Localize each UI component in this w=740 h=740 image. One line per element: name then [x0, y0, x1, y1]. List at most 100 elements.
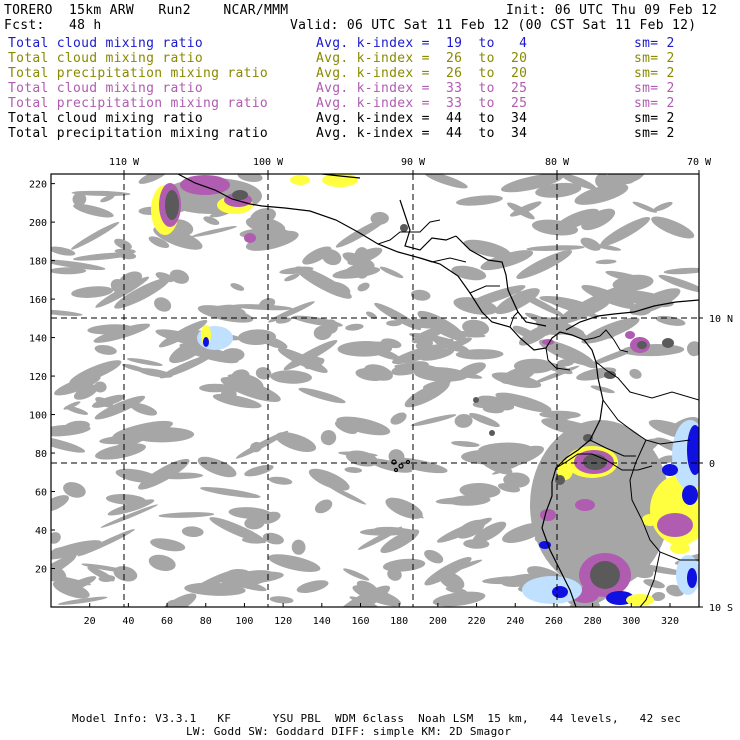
model-info: Model Info: V3.3.1 KF YSU PBL WDM 6class…	[72, 712, 682, 725]
lon-label: 100 W	[253, 157, 284, 168]
cloud-patch	[51, 554, 77, 584]
cloud-patch	[415, 339, 434, 350]
cloud-patch	[51, 436, 86, 453]
cloud-patch	[463, 539, 490, 549]
cloud-patch	[241, 537, 266, 544]
legend-kindex: Avg. k-index = 44 to 34	[316, 126, 528, 141]
cloud-patch	[245, 230, 299, 251]
cloud-patch	[459, 482, 501, 499]
cloud-patch	[643, 579, 665, 589]
legend-smoothing: sm= 2	[634, 96, 675, 111]
cloud-patch	[464, 285, 526, 308]
x-tick-label: 100	[235, 616, 253, 627]
x-tick-label: 260	[545, 616, 563, 627]
cloud-patch	[370, 211, 389, 225]
cloud-patch	[197, 456, 237, 478]
cloud-patch	[574, 356, 597, 369]
y-tick-label: 160	[29, 295, 47, 306]
cloud-patch	[653, 201, 673, 212]
cloud-patch	[100, 504, 158, 528]
cloud-patch	[51, 246, 76, 256]
cloud-patch	[237, 174, 263, 182]
x-tick-label: 240	[506, 616, 524, 627]
y-tick-label: 220	[29, 180, 47, 191]
cloud-patch	[539, 295, 589, 308]
cloud-patch	[71, 221, 120, 250]
cloud-patch	[495, 392, 552, 413]
cloud-patch	[150, 538, 186, 552]
cloud-patch	[107, 499, 155, 516]
cloud-patch	[268, 476, 293, 485]
legend-field: Total precipitation mixing ratio	[8, 66, 269, 81]
cloud-patch	[270, 370, 312, 384]
cloud-patch	[445, 586, 468, 594]
cloud-patch	[531, 219, 579, 236]
cloud-patch	[352, 585, 402, 607]
cloud-patch	[357, 526, 403, 550]
lat-label: 10 S	[709, 603, 733, 614]
x-tick-label: 200	[429, 616, 447, 627]
cloud-patch	[199, 383, 231, 393]
cloud-patch	[284, 273, 300, 282]
cloud-patch	[268, 554, 321, 572]
physics-info: LW: Godd SW: Goddard DIFF: simple KM: 2D…	[186, 725, 512, 738]
cloud-patch	[629, 368, 642, 379]
valid-time: Valid: 06 UTC Sat 11 Feb 12 (00 CST Sat …	[290, 18, 697, 33]
forecast-hour: Fcst: 48 h	[4, 18, 102, 33]
cloud-patch	[535, 182, 582, 198]
cloud-patch	[472, 398, 507, 409]
legend-kindex: Avg. k-index = 19 to 4	[316, 36, 528, 51]
cloud-patch	[364, 364, 393, 381]
cloud-patch	[550, 300, 610, 326]
legend-field: Total cloud mixing ratio	[8, 111, 204, 126]
cloud-patch	[560, 174, 597, 190]
cloud-patch	[605, 270, 650, 284]
cloud-patch	[379, 266, 404, 279]
cloud-patch	[334, 420, 358, 435]
x-tick-label: 60	[161, 616, 173, 627]
x-tick-label: 300	[622, 616, 640, 627]
cloud-patch	[344, 467, 363, 473]
cloud-patch	[250, 441, 263, 453]
cloud-patch	[472, 521, 507, 544]
cloud-patch	[374, 526, 405, 532]
map-frame	[50, 173, 700, 608]
cloud-patch	[464, 319, 480, 336]
cloud-patch	[657, 455, 676, 464]
cloud-patch	[169, 339, 207, 364]
y-tick-label: 40	[35, 526, 47, 537]
cloud-patch	[432, 591, 486, 607]
cloud-patch	[532, 365, 580, 385]
cloud-patch	[209, 517, 266, 544]
cloud-patch	[469, 412, 500, 428]
cloud-cell-pacific	[197, 325, 233, 350]
cloud-patch	[345, 323, 364, 331]
cloud-patch	[130, 402, 158, 416]
cloud-patch	[563, 290, 610, 316]
cloud-patch	[424, 549, 444, 564]
cloud-patch	[574, 183, 629, 205]
cloud-patch	[382, 558, 426, 572]
cloud-patch	[118, 251, 137, 260]
cloud-patch	[105, 494, 146, 505]
cloud-patch	[426, 347, 443, 360]
cloud-patch	[244, 516, 265, 530]
cloud-patch	[94, 344, 117, 355]
cloud-patch	[357, 282, 370, 292]
cloud-patch	[268, 301, 315, 323]
init-time: Init: 06 UTC Thu 09 Feb 12	[506, 3, 718, 18]
cloud-patch	[369, 458, 413, 473]
cloud-patch	[275, 432, 317, 453]
cloud-patch	[595, 244, 621, 251]
cloud-patch	[454, 413, 473, 428]
cloud-patch	[72, 192, 87, 206]
legend-kindex: Avg. k-index = 33 to 25	[316, 81, 528, 96]
cloud-patch	[220, 580, 250, 588]
cloud-patch	[463, 239, 511, 258]
cloud-patch	[451, 265, 487, 281]
cloud-patch	[480, 250, 534, 271]
cloud-patch	[87, 566, 115, 582]
cloud-patch	[478, 442, 533, 457]
cloud-patch	[365, 345, 401, 361]
